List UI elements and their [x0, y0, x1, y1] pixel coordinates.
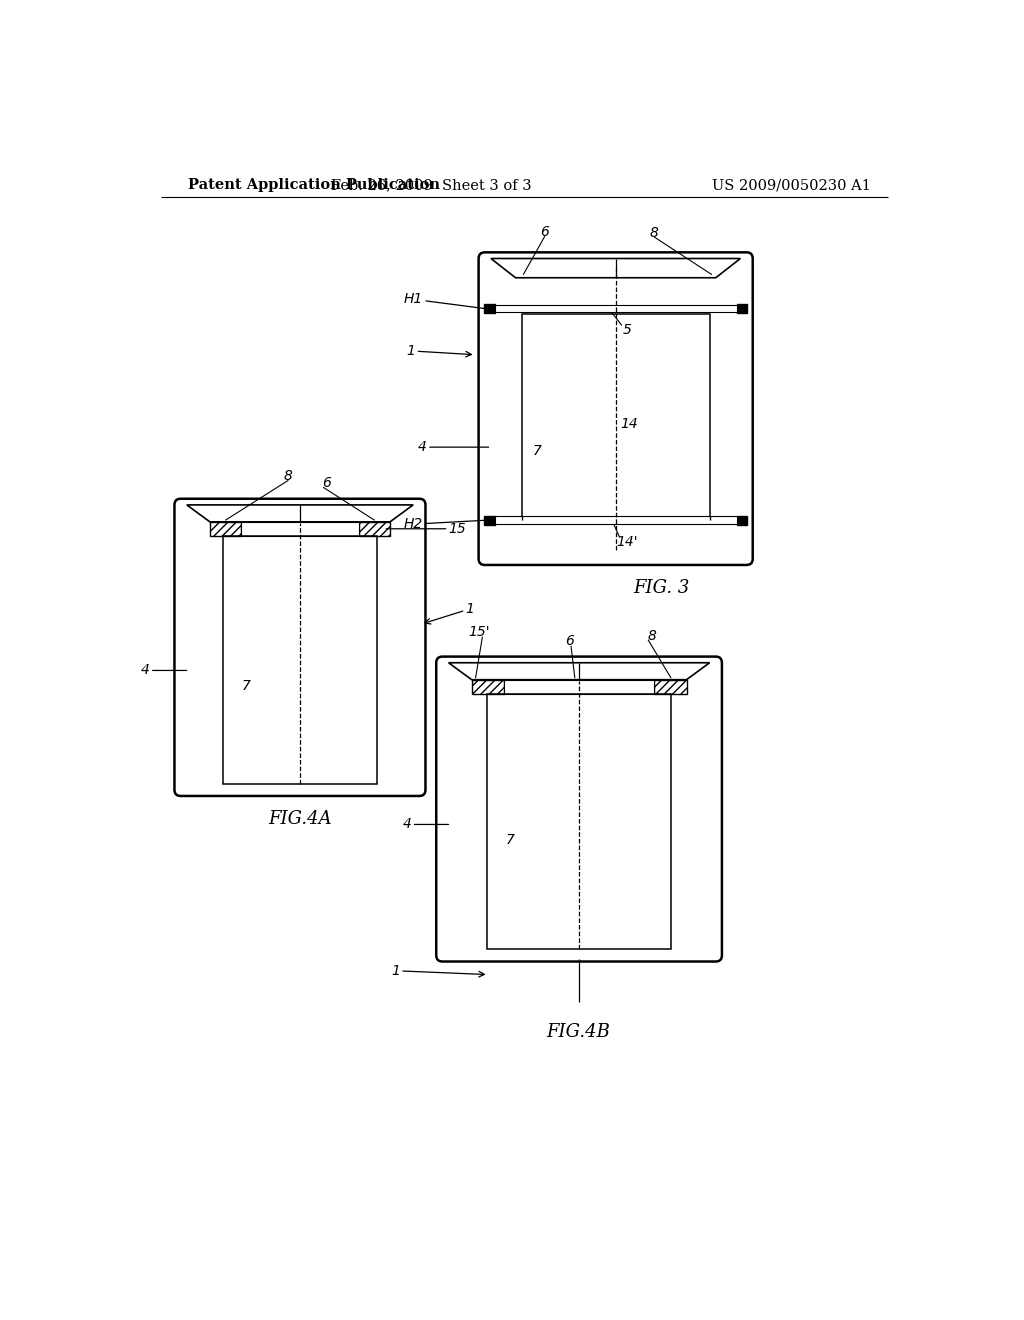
Bar [223, 536, 377, 784]
Text: 8: 8 [284, 469, 293, 483]
Text: FIG.4B: FIG.4B [547, 1023, 610, 1041]
Text: 1: 1 [407, 345, 471, 358]
Text: US 2009/0050230 A1: US 2009/0050230 A1 [712, 178, 870, 193]
Text: 7: 7 [532, 444, 542, 458]
Text: 8: 8 [649, 226, 658, 240]
Text: 6: 6 [323, 477, 332, 490]
Text: 14': 14' [616, 535, 638, 549]
Text: FIG. 3: FIG. 3 [634, 579, 690, 597]
Bar [495, 305, 736, 313]
Text: 7: 7 [242, 678, 251, 693]
FancyBboxPatch shape [436, 656, 722, 961]
Polygon shape [449, 663, 710, 680]
Bar [654, 680, 686, 693]
Text: 4: 4 [402, 817, 449, 832]
Text: FIG.4A: FIG.4A [268, 810, 332, 828]
Text: Patent Application Publication: Patent Application Publication [188, 178, 440, 193]
Text: 1: 1 [391, 964, 484, 978]
Text: 4: 4 [418, 440, 488, 454]
FancyBboxPatch shape [174, 499, 425, 796]
Text: 4: 4 [141, 664, 186, 677]
Polygon shape [186, 506, 413, 521]
Text: 6: 6 [541, 224, 549, 239]
Bar [484, 304, 495, 313]
Text: H1: H1 [403, 292, 484, 309]
FancyBboxPatch shape [478, 252, 753, 565]
Text: 8: 8 [647, 628, 656, 643]
Bar [359, 521, 390, 536]
Bar [210, 521, 241, 536]
Text: Feb. 26, 2009  Sheet 3 of 3: Feb. 26, 2009 Sheet 3 of 3 [331, 178, 531, 193]
Text: 7: 7 [506, 833, 515, 847]
Bar [484, 516, 495, 525]
Bar [736, 304, 748, 313]
Bar [241, 521, 359, 536]
Bar [521, 314, 710, 520]
Text: H2: H2 [403, 517, 484, 531]
Polygon shape [490, 259, 740, 277]
Text: 14: 14 [621, 417, 638, 432]
Bar [495, 516, 736, 524]
Bar [472, 680, 504, 693]
Text: 15: 15 [386, 521, 466, 536]
Text: 5: 5 [623, 323, 632, 337]
Bar [487, 693, 671, 949]
Bar [736, 516, 748, 525]
Bar [504, 680, 654, 693]
Text: 15': 15' [469, 624, 490, 639]
Text: 6: 6 [565, 634, 573, 648]
Text: 1: 1 [425, 602, 474, 624]
